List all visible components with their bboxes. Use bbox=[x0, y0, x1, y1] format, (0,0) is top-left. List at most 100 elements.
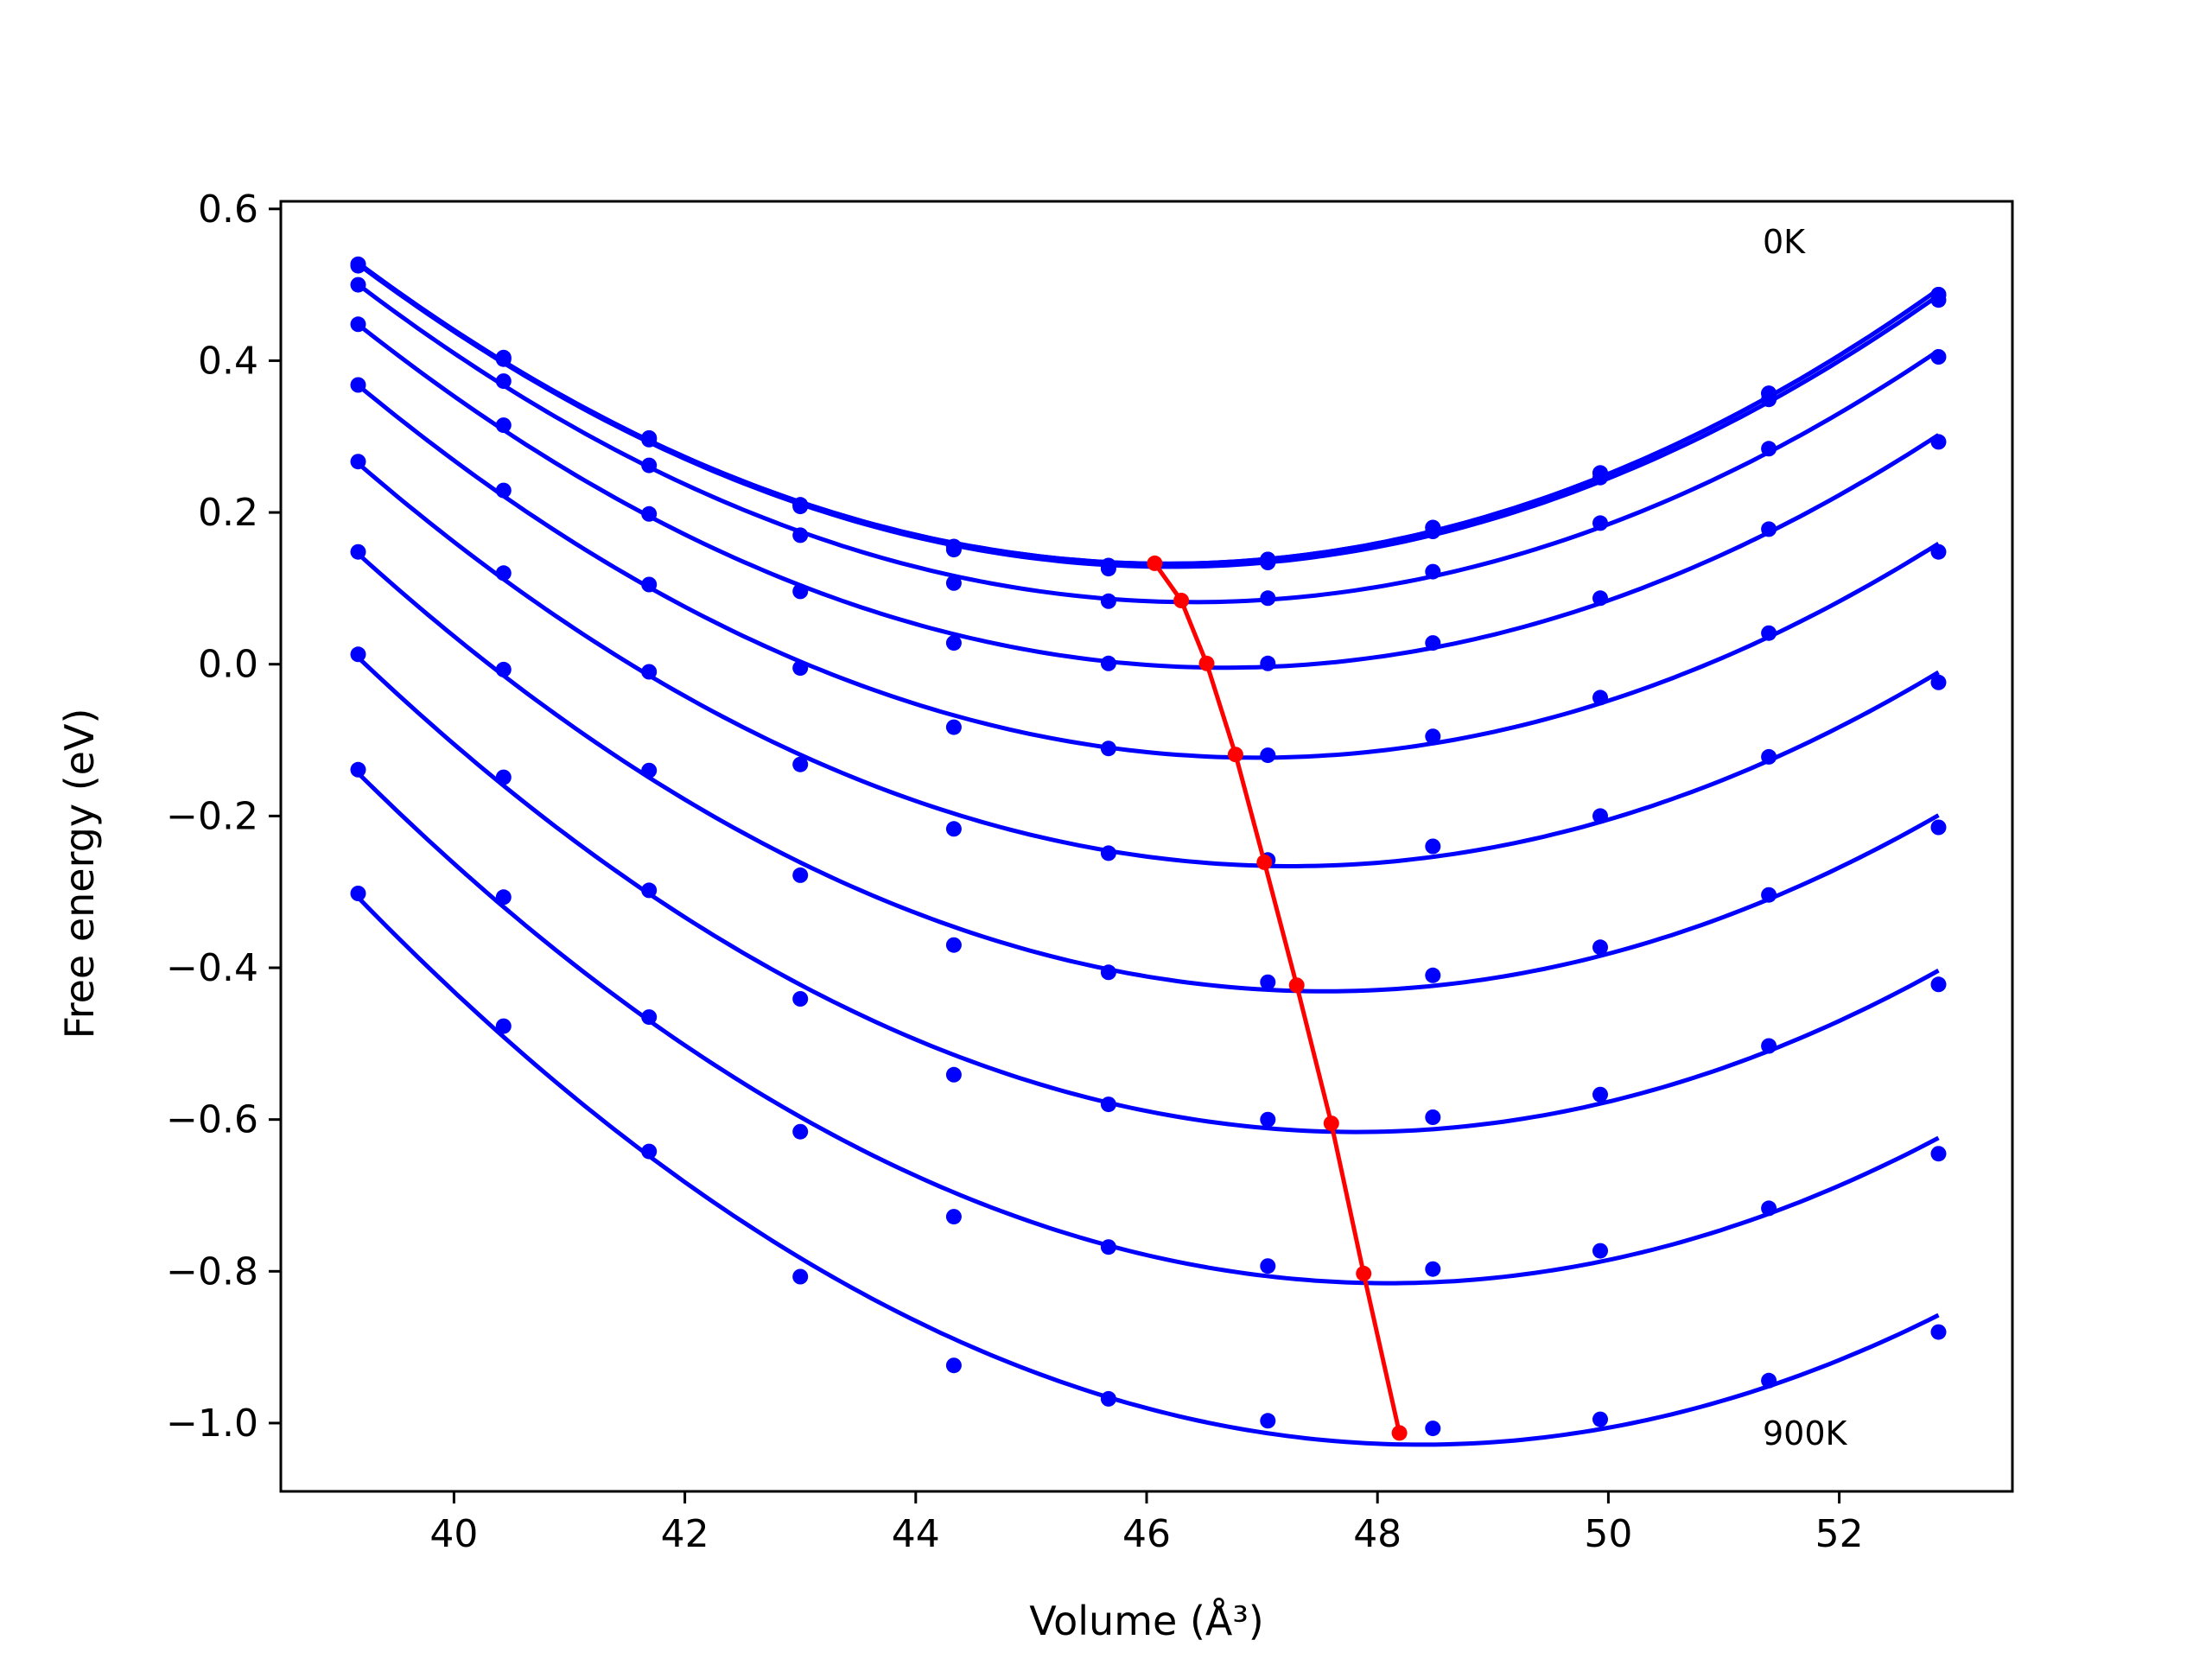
y-axis-label: Free energy (eV) bbox=[56, 709, 103, 1039]
data-point bbox=[1260, 1413, 1276, 1429]
data-point bbox=[1930, 292, 1947, 308]
data-point bbox=[1761, 441, 1777, 457]
data-point bbox=[495, 565, 512, 582]
data-point bbox=[1100, 845, 1116, 861]
data-point bbox=[641, 505, 658, 522]
minimum-point bbox=[1391, 1425, 1408, 1441]
minimum-point bbox=[1147, 555, 1163, 571]
annotation-900k: 900K bbox=[1763, 1414, 1848, 1452]
minimum-point bbox=[1198, 655, 1215, 671]
data-point bbox=[1100, 1096, 1116, 1113]
data-point bbox=[1761, 1372, 1777, 1389]
minimum-point bbox=[1288, 977, 1305, 994]
data-point bbox=[1930, 819, 1947, 836]
data-point bbox=[1592, 469, 1608, 486]
data-point bbox=[945, 542, 962, 558]
data-point bbox=[1425, 563, 1441, 580]
data-point bbox=[1592, 1243, 1608, 1259]
y-tick-label: 0.2 bbox=[198, 491, 258, 535]
data-point bbox=[1425, 524, 1441, 539]
data-point bbox=[641, 431, 658, 448]
data-point bbox=[945, 635, 962, 652]
x-tick-label: 40 bbox=[429, 1512, 478, 1556]
fit-curve bbox=[356, 895, 1940, 1447]
data-point bbox=[1930, 674, 1947, 690]
fit-curve bbox=[356, 322, 1940, 671]
data-point bbox=[1100, 593, 1116, 609]
y-tick-label: 0.6 bbox=[198, 188, 258, 232]
data-point bbox=[495, 889, 512, 906]
data-point bbox=[1100, 1239, 1116, 1255]
y-tick-label: −1.0 bbox=[166, 1402, 258, 1446]
data-point bbox=[792, 660, 809, 677]
data-point bbox=[350, 316, 366, 333]
data-point bbox=[945, 821, 962, 837]
data-point bbox=[1100, 561, 1116, 577]
fit-curve bbox=[356, 552, 1940, 994]
data-point bbox=[1260, 655, 1276, 671]
data-point bbox=[1100, 741, 1116, 757]
x-tick-label: 44 bbox=[892, 1512, 940, 1556]
data-point bbox=[641, 762, 658, 779]
data-point bbox=[792, 527, 809, 543]
x-tick-label: 52 bbox=[1815, 1512, 1864, 1556]
data-point bbox=[792, 583, 809, 600]
data-point bbox=[1592, 808, 1608, 824]
data-point bbox=[1425, 1109, 1441, 1125]
data-point bbox=[792, 867, 809, 883]
data-point bbox=[641, 576, 658, 593]
data-point bbox=[350, 377, 366, 393]
minimum-point bbox=[1173, 593, 1190, 608]
y-tick-label: −0.2 bbox=[166, 794, 258, 838]
fit-curve bbox=[356, 772, 1940, 1286]
data-point bbox=[1930, 434, 1947, 450]
data-point bbox=[1930, 1324, 1947, 1340]
minimum-point bbox=[1227, 747, 1243, 763]
fit-curves bbox=[356, 261, 1940, 1447]
data-point bbox=[1260, 555, 1276, 570]
data-point bbox=[350, 454, 366, 470]
data-point bbox=[1100, 964, 1116, 981]
data-point bbox=[1260, 1111, 1276, 1128]
minimum-locus bbox=[1147, 555, 1408, 1441]
data-point bbox=[350, 761, 366, 778]
data-point bbox=[1761, 748, 1777, 765]
data-point bbox=[945, 1209, 962, 1225]
data-point bbox=[945, 1066, 962, 1083]
data-point bbox=[495, 417, 512, 434]
data-point bbox=[1425, 635, 1441, 652]
x-axis-ticks: 40 42 44 46 48 50 52 bbox=[429, 1491, 1864, 1556]
y-tick-label: 0.0 bbox=[198, 643, 258, 687]
data-point bbox=[1761, 521, 1777, 537]
minimum-point bbox=[1323, 1116, 1339, 1132]
data-point bbox=[1930, 543, 1947, 560]
data-point bbox=[350, 646, 366, 663]
data-point bbox=[792, 1268, 809, 1285]
data-point bbox=[1425, 1261, 1441, 1277]
data-point bbox=[945, 1357, 962, 1374]
data-point bbox=[495, 1018, 512, 1034]
data-point bbox=[1260, 747, 1276, 764]
minimum-point bbox=[1256, 854, 1273, 870]
fit-curve bbox=[356, 283, 1940, 605]
data-point bbox=[1930, 1146, 1947, 1162]
x-axis-label: Volume (Å³) bbox=[1029, 1598, 1264, 1644]
data-point bbox=[1425, 1421, 1441, 1437]
x-tick-label: 46 bbox=[1122, 1512, 1171, 1556]
data-point bbox=[1761, 1038, 1777, 1054]
data-point bbox=[641, 457, 658, 474]
data-point bbox=[1592, 590, 1608, 607]
data-points bbox=[350, 256, 1947, 1437]
fit-curve bbox=[356, 656, 1940, 1135]
x-tick-label: 42 bbox=[661, 1512, 709, 1556]
data-point bbox=[792, 756, 809, 772]
data-point bbox=[1592, 690, 1608, 706]
data-point bbox=[945, 937, 962, 953]
data-point bbox=[1930, 976, 1947, 993]
data-point bbox=[792, 499, 809, 515]
y-tick-label: 0.4 bbox=[198, 339, 258, 383]
data-point bbox=[1761, 625, 1777, 641]
y-tick-label: −0.6 bbox=[166, 1098, 258, 1142]
